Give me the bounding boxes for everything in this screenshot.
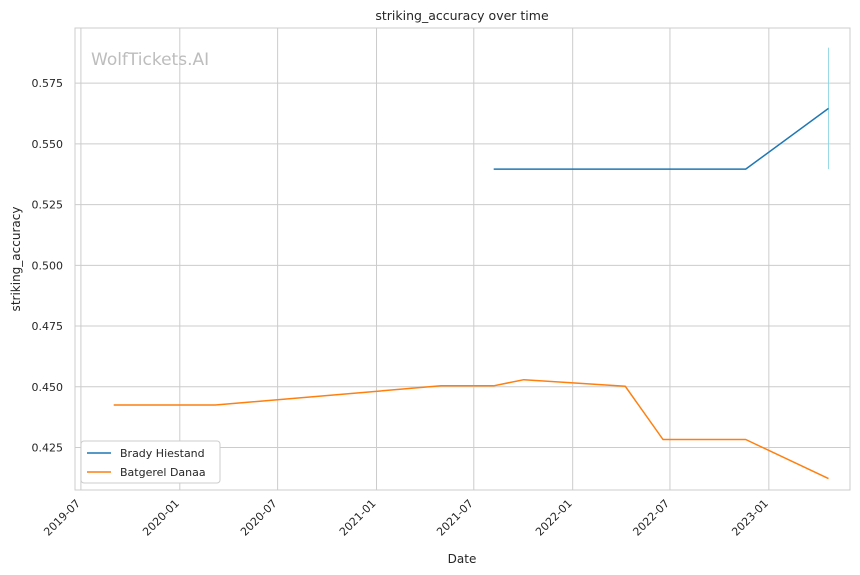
y-tick-label: 0.525 [32, 199, 64, 212]
y-tick-labels: 0.425 0.450 0.475 0.500 0.525 0.550 0.575 [32, 77, 64, 454]
y-tick-label: 0.575 [32, 77, 64, 90]
x-tick-label: 2022-01 [533, 497, 575, 539]
x-tick-label: 2020-07 [238, 497, 280, 539]
y-tick-label: 0.475 [32, 320, 64, 333]
chart-title: striking_accuracy over time [375, 8, 549, 23]
legend: Brady Hiestand Batgerel Danaa [80, 440, 221, 484]
plot-area-border [74, 27, 851, 491]
x-tick-label: 2021-01 [337, 497, 379, 539]
series-lines [113, 107, 829, 480]
x-axis-title: Date [448, 552, 477, 566]
series-line-brady-hiestand [493, 107, 829, 170]
x-tick-label: 2022-07 [630, 497, 672, 539]
x-tick-label: 2019-07 [41, 497, 83, 539]
x-tick-label: 2020-01 [140, 497, 182, 539]
y-axis-title: striking_accuracy [9, 207, 23, 312]
x-tick-labels: 2019-07 2020-01 2020-07 2021-01 2021-07 2022-… [41, 497, 771, 539]
watermark-text: WolfTickets.AI [91, 50, 209, 70]
y-tick-label: 0.425 [32, 441, 64, 454]
grid-lines [75, 28, 850, 490]
x-tick-label: 2021-07 [434, 497, 476, 539]
x-tick-label: 2023-01 [729, 497, 771, 539]
legend-label-brady-hiestand: Brady Hiestand [120, 447, 205, 460]
y-tick-label: 0.500 [32, 259, 64, 272]
series-line-batgerel-danaa [113, 378, 829, 480]
legend-box [80, 440, 221, 484]
y-tick-label: 0.450 [32, 381, 64, 394]
y-tick-label: 0.550 [32, 138, 64, 151]
legend-label-batgerel-danaa: Batgerel Danaa [120, 466, 206, 479]
